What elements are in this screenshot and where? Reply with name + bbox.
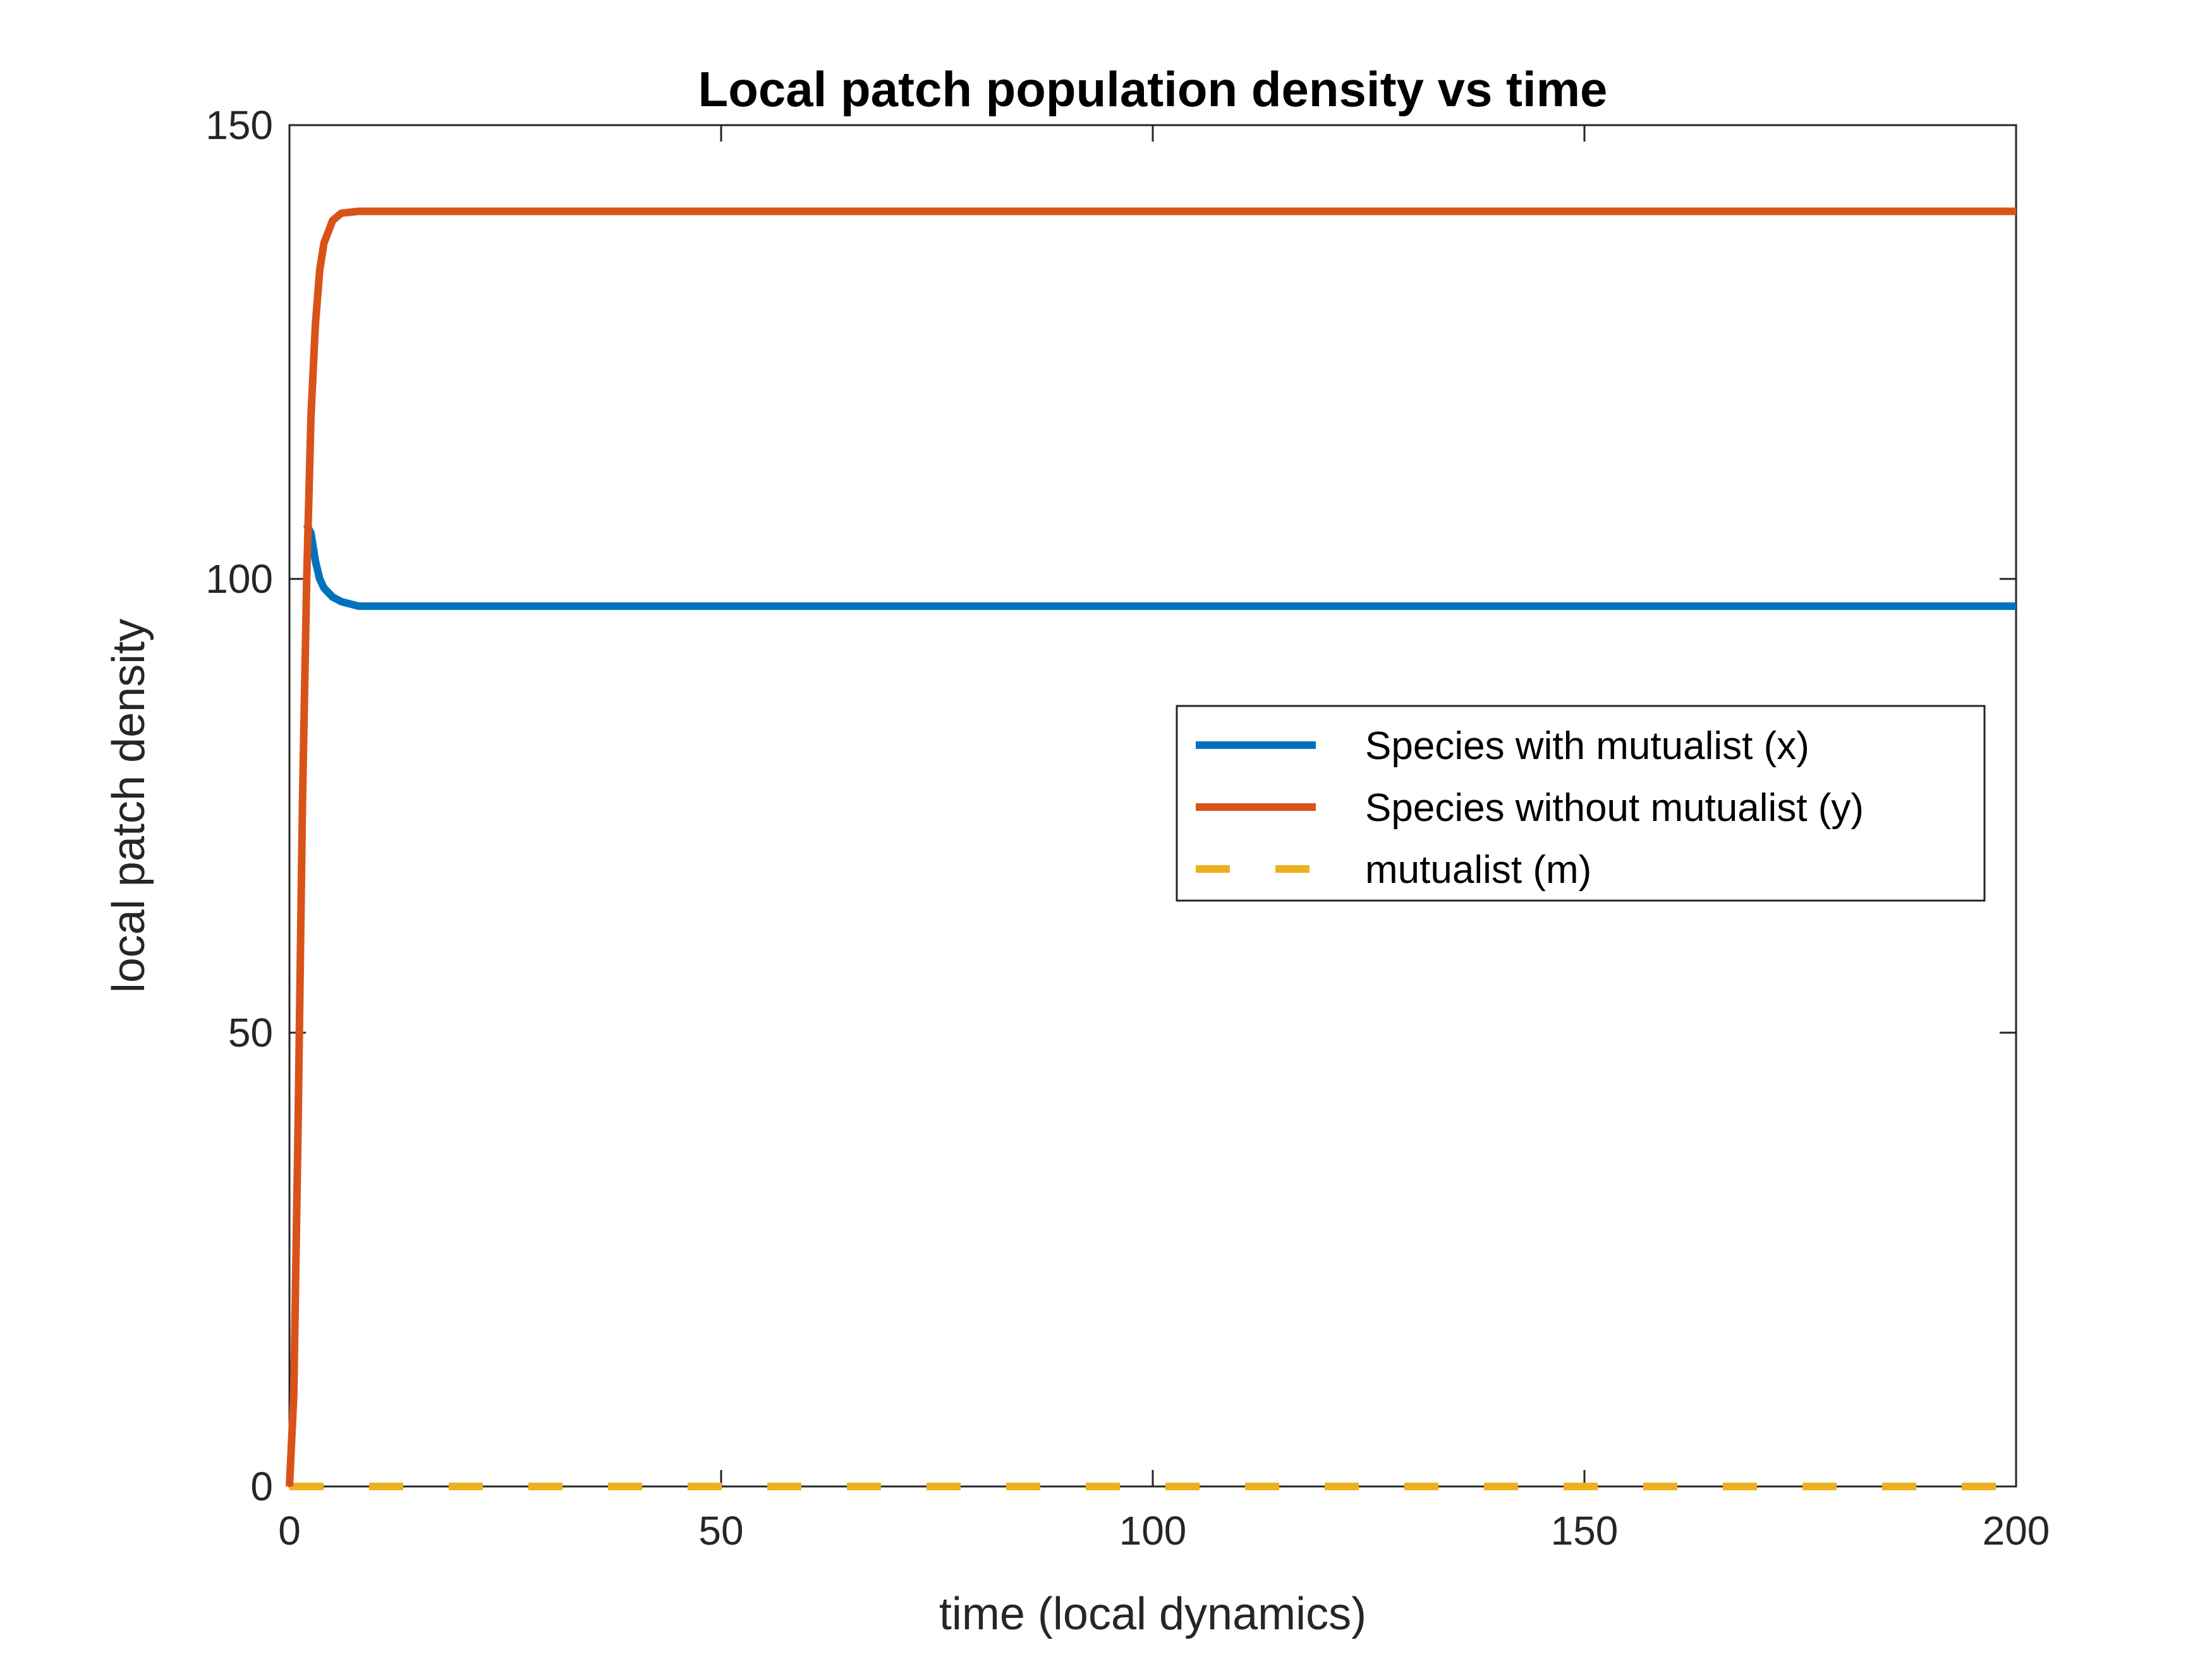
x-tick-label: 50 xyxy=(698,1508,743,1553)
y-tick-label: 100 xyxy=(205,556,273,602)
series-layer xyxy=(286,207,2016,1490)
x-tick-label: 200 xyxy=(1983,1508,2050,1553)
y-tick-label: 150 xyxy=(205,102,273,148)
legend: Species with mutualist (x) Species withou… xyxy=(1176,705,1986,902)
x-tick-label: 150 xyxy=(1551,1508,1619,1553)
y-axis-label: local patch density xyxy=(104,619,154,993)
chart-title: Local patch population density vs time xyxy=(698,61,1608,117)
series-line-0 xyxy=(303,523,2016,611)
x-axis-label: time (local dynamics) xyxy=(939,1589,1366,1639)
legend-label-2: mutualist (m) xyxy=(1365,848,1591,892)
y-tick-label: 50 xyxy=(228,1010,273,1055)
legend-label-1: Species without mutualist (y) xyxy=(1365,786,1864,830)
x-tick-label: 100 xyxy=(1119,1508,1187,1553)
tick-labels: 0 50 100 150 200 0 50 100 150 xyxy=(205,102,2050,1553)
y-tick-label: 0 xyxy=(250,1464,273,1509)
series-line-1 xyxy=(286,207,2016,1487)
legend-items: Species with mutualist (x) Species withou… xyxy=(1196,724,1864,892)
legend-label-0: Species with mutualist (x) xyxy=(1365,724,1809,768)
x-tick-label: 0 xyxy=(278,1508,301,1553)
